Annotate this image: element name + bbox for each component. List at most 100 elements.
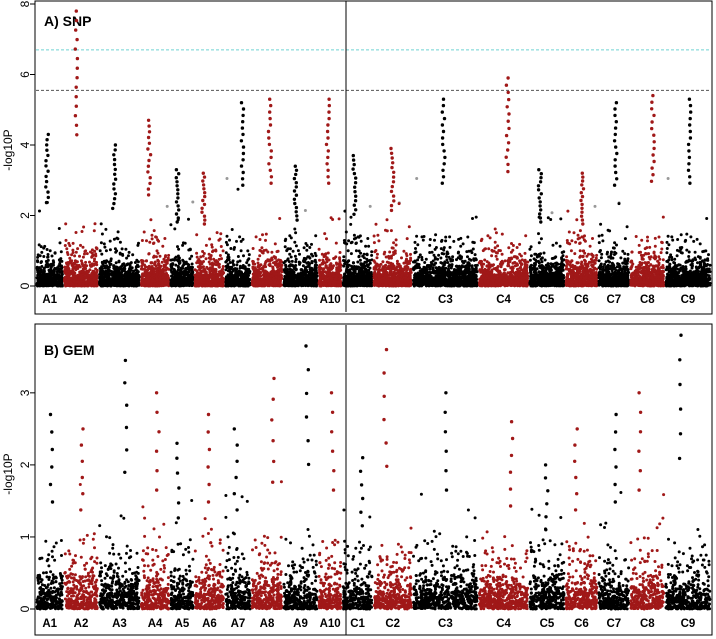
snp-point — [188, 248, 192, 252]
snp-point — [245, 269, 249, 273]
snp-point — [90, 262, 94, 266]
snp-point — [197, 279, 201, 283]
snp-point — [300, 279, 304, 283]
snp-point — [39, 245, 43, 249]
snp-point — [200, 261, 203, 265]
snp-point — [112, 273, 115, 277]
panel-snp-frame — [34, 0, 713, 315]
snp-point — [43, 284, 46, 288]
peak-point — [269, 175, 274, 179]
snp-point — [81, 264, 85, 268]
snp-point — [299, 282, 303, 286]
snp-point — [37, 243, 41, 247]
snp-point — [48, 276, 51, 280]
snp-point — [178, 276, 182, 280]
snp-point — [65, 273, 69, 277]
snp-point — [199, 272, 203, 276]
snp-point — [262, 270, 266, 274]
snp-point — [218, 273, 221, 277]
snp-point — [294, 268, 298, 272]
snp-point — [150, 233, 154, 237]
snp-point — [325, 237, 328, 241]
snp-point — [234, 271, 238, 274]
peak-point — [174, 176, 178, 180]
snp-point — [71, 241, 75, 245]
snp-point — [114, 250, 118, 254]
snp-point — [100, 232, 104, 236]
snp-point — [95, 260, 98, 264]
snp-point — [81, 283, 85, 287]
snp-point — [312, 272, 316, 275]
peak-point — [176, 216, 180, 220]
peak-point — [73, 114, 78, 118]
peak-point — [174, 200, 179, 204]
snp-point — [219, 245, 223, 248]
snp-point — [279, 265, 283, 269]
peak-point — [294, 185, 298, 189]
snp-point — [111, 283, 115, 287]
snp-point — [227, 280, 231, 284]
snp-point — [58, 262, 62, 266]
peak-point — [46, 190, 50, 194]
peak-point — [268, 110, 272, 114]
snp-point — [202, 278, 206, 282]
snp-point — [45, 248, 49, 251]
snp-point — [89, 264, 93, 268]
snp-point — [221, 265, 225, 268]
peak-point — [44, 159, 48, 163]
snp-point — [315, 263, 318, 267]
snp-point — [166, 256, 170, 260]
snp-point — [305, 248, 309, 252]
snp-point — [236, 187, 240, 191]
snp-point — [214, 249, 218, 253]
snp-point — [108, 239, 112, 243]
snp-point — [250, 283, 254, 287]
snp-point — [195, 276, 198, 280]
snp-point — [80, 261, 84, 265]
snp-point — [208, 237, 212, 241]
snp-point — [155, 272, 159, 276]
snp-point — [256, 257, 260, 261]
snp-point — [128, 280, 132, 284]
snp-point — [59, 270, 63, 274]
snp-point — [298, 261, 302, 265]
peak-point — [201, 183, 206, 187]
snp-point — [66, 275, 70, 279]
snp-point — [302, 246, 306, 250]
snp-point — [47, 272, 50, 276]
snp-point — [302, 258, 306, 262]
snp-point — [187, 217, 190, 221]
snp-point — [211, 266, 215, 270]
snp-point — [174, 282, 178, 286]
peak-point — [113, 177, 118, 181]
snp-point — [95, 247, 99, 250]
snp-point — [160, 260, 164, 264]
snp-point — [99, 281, 103, 285]
panel-snp-title: A) SNP — [44, 13, 91, 29]
snp-point — [183, 276, 187, 280]
snp-point — [214, 263, 218, 267]
snp-point — [235, 263, 239, 267]
peak-point — [44, 164, 48, 168]
snp-point — [84, 272, 88, 276]
snp-point — [157, 284, 161, 288]
snp-point — [247, 263, 251, 267]
peak-point — [239, 101, 244, 105]
snp-point — [210, 245, 214, 249]
snp-point — [91, 274, 95, 278]
snp-point — [162, 265, 166, 269]
snp-point — [165, 261, 169, 265]
snp-point — [110, 280, 114, 284]
snp-point — [101, 269, 105, 273]
snp-point — [77, 273, 81, 277]
snp-point — [204, 243, 208, 247]
snp-point — [167, 253, 171, 257]
snp-point — [108, 277, 112, 281]
snp-point — [66, 253, 70, 256]
snp-point — [93, 249, 97, 253]
snp-point — [287, 278, 291, 282]
snp-point — [132, 269, 136, 273]
snp-point — [252, 279, 256, 283]
snp-point — [55, 267, 59, 271]
peak-point — [74, 104, 79, 108]
